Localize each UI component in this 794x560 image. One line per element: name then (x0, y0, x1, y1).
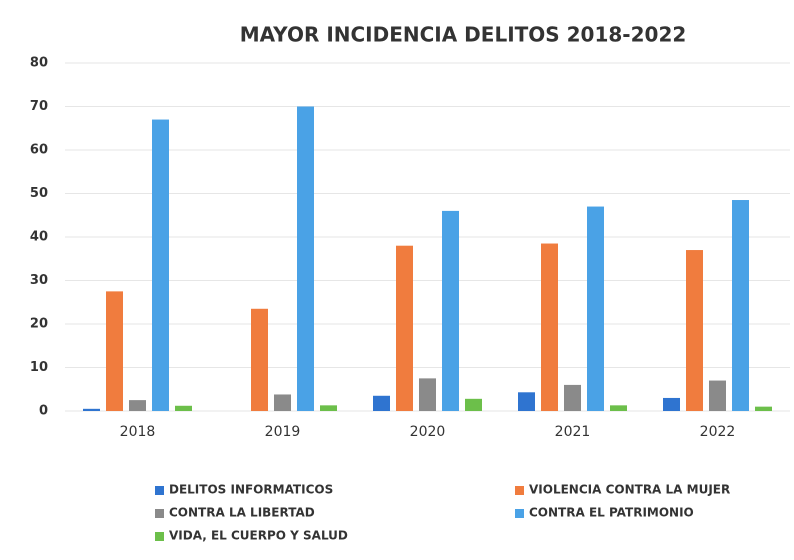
x-tick-label: 2019 (265, 424, 301, 440)
y-tick-label: 30 (30, 273, 48, 288)
legend-swatch (515, 509, 524, 518)
x-tick-label: 2021 (555, 424, 591, 440)
bar (251, 308, 268, 411)
legend-label: CONTRA LA LIBERTAD (169, 506, 315, 520)
y-tick-label: 40 (30, 230, 48, 245)
legend-swatch (515, 486, 524, 495)
y-tick-label: 20 (30, 317, 48, 332)
x-tick-label: 2020 (410, 424, 446, 440)
y-tick-label: 70 (30, 99, 48, 114)
bar (83, 408, 100, 411)
bar (709, 380, 726, 411)
legend-label: VIOLENCIA CONTRA LA MUJER (529, 483, 730, 497)
bar (373, 395, 390, 411)
y-tick-label: 80 (30, 56, 48, 71)
bar (686, 250, 703, 411)
bar (106, 291, 123, 411)
y-tick-label: 50 (30, 186, 48, 201)
y-tick-label: 60 (30, 143, 48, 158)
bar (297, 106, 314, 411)
legend-swatch (155, 509, 164, 518)
bar (663, 397, 680, 411)
bar (564, 384, 581, 411)
bar (396, 245, 413, 411)
bar (442, 210, 459, 411)
bar (541, 243, 558, 411)
bar (175, 405, 192, 411)
bar (587, 206, 604, 411)
legend-swatch (155, 532, 164, 541)
legend-swatch (155, 486, 164, 495)
chart-title: MAYOR INCIDENCIA DELITOS 2018-2022 (240, 23, 687, 47)
bar (129, 400, 146, 411)
x-tick-label: 2022 (700, 424, 736, 440)
y-tick-label: 0 (39, 404, 48, 419)
bar (419, 378, 436, 411)
bar (518, 392, 535, 411)
bar (755, 406, 772, 411)
y-tick-label: 10 (30, 360, 48, 375)
x-tick-label: 2018 (120, 424, 156, 440)
legend-label: VIDA, EL CUERPO Y SALUD (169, 529, 348, 543)
bar (610, 405, 627, 411)
bar (465, 398, 482, 411)
bar (274, 394, 291, 411)
legend-label: CONTRA EL PATRIMONIO (529, 506, 694, 520)
legend-label: DELITOS INFORMATICOS (169, 483, 333, 497)
bar (320, 405, 337, 411)
bar (152, 119, 169, 412)
bar (732, 200, 749, 411)
